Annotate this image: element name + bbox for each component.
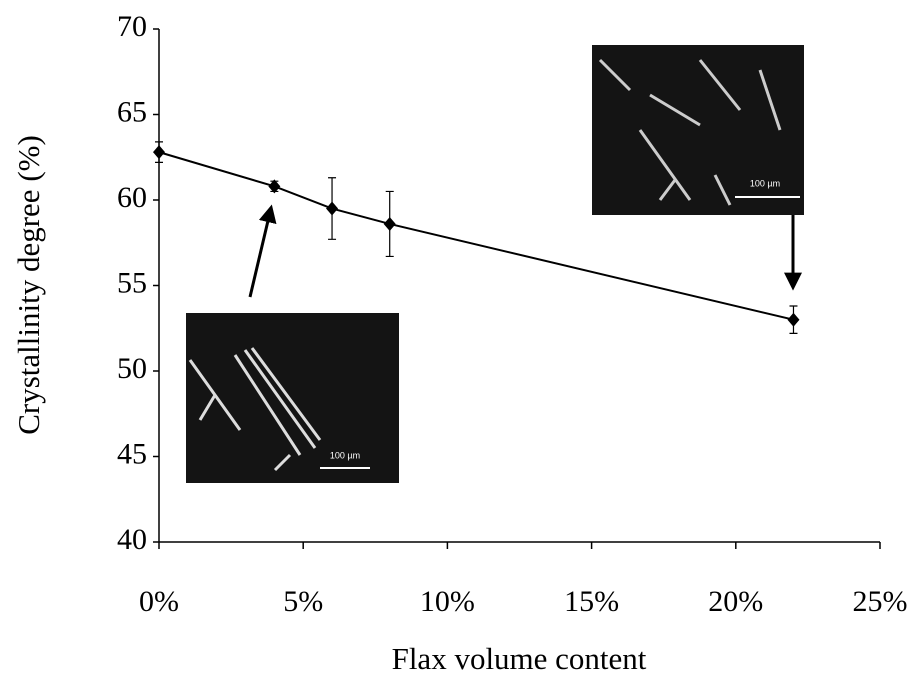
x-axis-title: Flax volume content xyxy=(392,641,647,675)
y-tick-label: 70 xyxy=(117,10,147,43)
inset-image xyxy=(186,313,399,483)
y-tick-label: 50 xyxy=(117,352,147,385)
y-tick-label: 60 xyxy=(117,181,147,214)
y-tick-label: 45 xyxy=(117,437,147,470)
marker xyxy=(153,145,165,160)
x-tick-label: 15% xyxy=(564,585,619,618)
marker xyxy=(383,216,396,231)
marker xyxy=(787,312,800,327)
y-tick-label: 55 xyxy=(117,266,147,299)
marker xyxy=(326,201,339,216)
x-tick-label: 10% xyxy=(420,585,475,618)
x-tick-label: 25% xyxy=(853,585,908,618)
inset-image xyxy=(592,45,804,215)
y-tick-label: 40 xyxy=(117,523,147,556)
x-tick-label: 5% xyxy=(283,585,323,618)
marker xyxy=(268,179,281,194)
scale-label: 100 µm xyxy=(330,450,360,460)
scale-label: 100 µm xyxy=(750,178,780,188)
x-tick-label: 0% xyxy=(139,585,179,618)
arrow xyxy=(248,204,277,298)
y-tick-label: 65 xyxy=(117,95,147,128)
y-axis-title: Crystallinity degree (%) xyxy=(11,135,46,435)
x-tick-label: 20% xyxy=(708,585,763,618)
